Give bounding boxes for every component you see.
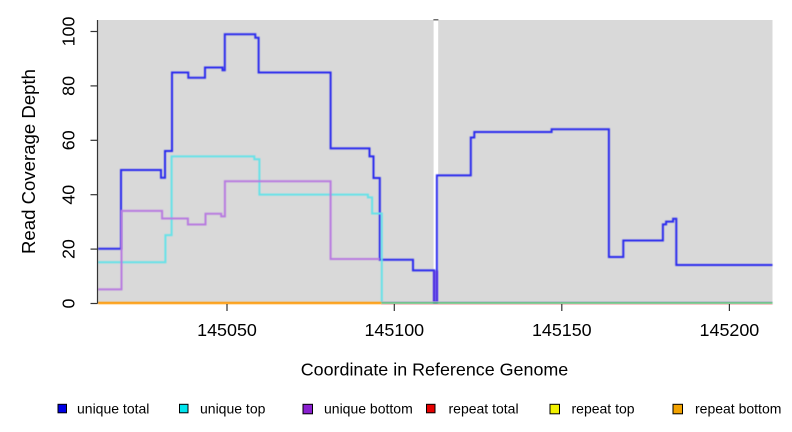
svg-text:100: 100 bbox=[59, 17, 79, 47]
svg-text:Coordinate in Reference Genome: Coordinate in Reference Genome bbox=[301, 360, 569, 380]
svg-text:unique bottom: unique bottom bbox=[324, 401, 413, 417]
svg-text:80: 80 bbox=[59, 76, 79, 96]
svg-text:145100: 145100 bbox=[364, 320, 424, 340]
svg-text:Read Coverage Depth: Read Coverage Depth bbox=[18, 69, 39, 254]
svg-text:145050: 145050 bbox=[197, 320, 257, 340]
svg-text:0: 0 bbox=[59, 298, 79, 308]
svg-text:unique top: unique top bbox=[200, 401, 266, 417]
svg-text:145150: 145150 bbox=[532, 320, 592, 340]
svg-text:40: 40 bbox=[59, 185, 79, 205]
svg-text:repeat bottom: repeat bottom bbox=[695, 401, 781, 417]
svg-text:repeat top: repeat top bbox=[572, 401, 635, 417]
svg-text:repeat total: repeat total bbox=[449, 401, 519, 417]
svg-text:20: 20 bbox=[59, 239, 79, 259]
svg-text:60: 60 bbox=[59, 130, 79, 150]
svg-text:unique total: unique total bbox=[77, 401, 149, 417]
svg-text:145200: 145200 bbox=[700, 320, 760, 340]
